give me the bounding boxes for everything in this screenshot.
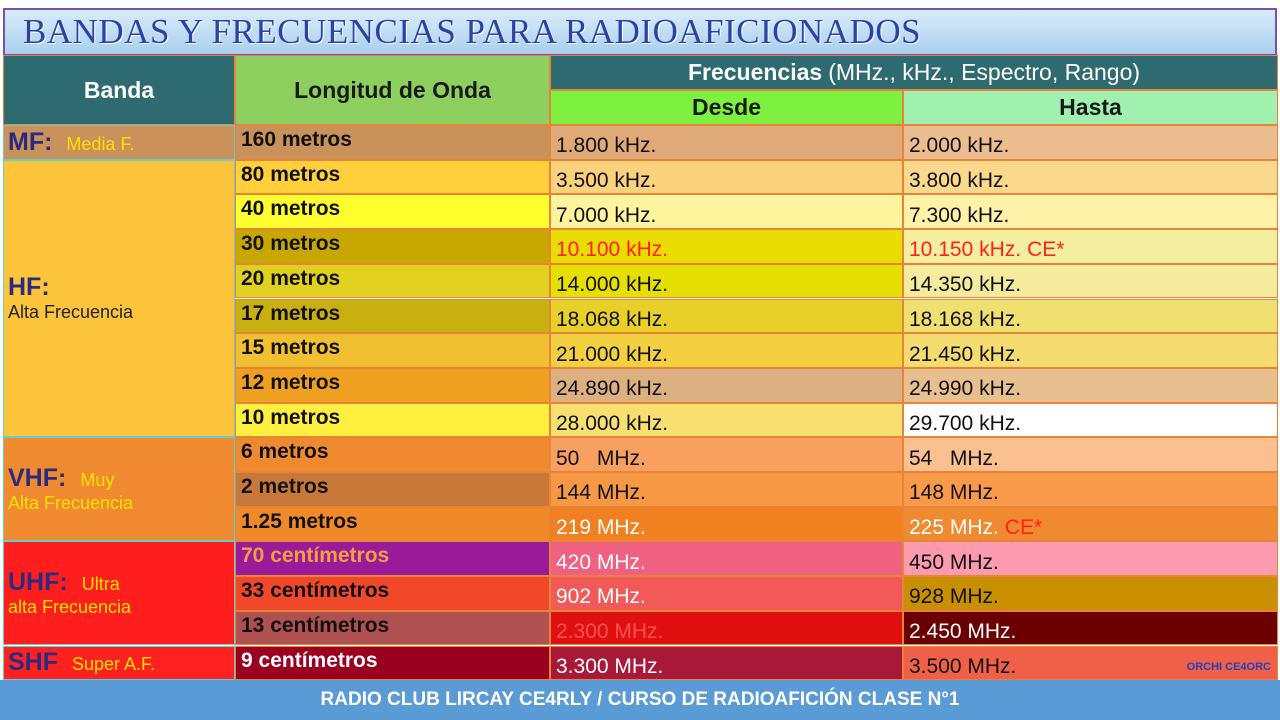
desde-cell: 2.300 MHz. — [550, 610, 903, 646]
hasta-cell: 10.150 kHz. CE* — [903, 229, 1278, 264]
hasta-cell: 148 MHz. — [903, 472, 1278, 507]
band-cell: SHF Super A.F. — [3, 645, 235, 681]
header-frecuencias: Frecuencias (MHz., kHz., Espectro, Rango) — [550, 55, 1278, 90]
hasta-cell: 2.000 kHz. — [903, 125, 1278, 160]
band-line: MF: Media F. — [8, 128, 134, 157]
title: BANDAS Y FRECUENCIAS PARA RADIOAFICIONAD… — [3, 8, 1277, 56]
longitud-cell: 33 centímetros — [235, 576, 550, 611]
desde-cell: 3.300 MHz. — [550, 645, 903, 681]
longitud-cell: 12 metros — [235, 367, 550, 403]
hasta-value: 14.350 kHz. — [909, 273, 1022, 297]
hasta-value: 54 MHz. — [909, 446, 999, 470]
band-inline: Muy — [80, 470, 115, 491]
band-below: Alta Frecuencia — [8, 493, 134, 514]
hasta-value: 21.450 kHz. — [909, 342, 1022, 366]
longitud-cell: 17 metros — [235, 298, 550, 334]
hasta-value: 928 MHz. — [909, 585, 999, 609]
hasta-cell: 928 MHz. — [903, 576, 1278, 611]
desde-cell: 7.000 kHz. — [550, 194, 903, 230]
band-cell: VHF: Muy Alta Frecuencia — [3, 437, 235, 542]
longitud-cell: 20 metros — [235, 263, 550, 299]
header-desde: Desde — [550, 90, 903, 125]
desde-cell: 420 MHz. — [550, 541, 903, 577]
hasta-value: 450 MHz. — [909, 550, 999, 574]
hasta-note: CE* — [1027, 238, 1065, 262]
band-code: HF: — [8, 273, 50, 302]
band-code: UHF: — [8, 568, 68, 597]
hasta-value: 29.700 kHz. — [909, 411, 1022, 435]
hasta-cell: 18.168 kHz. — [903, 298, 1278, 334]
desde-cell: 24.890 kHz. — [550, 367, 903, 403]
longitud-cell: 6 metros — [235, 437, 550, 472]
band-cell: UHF: Ultra alta Frecuencia — [3, 541, 235, 646]
header-longitud: Longitud de Onda — [235, 55, 550, 125]
desde-cell: 10.100 kHz. — [550, 229, 903, 264]
longitud-cell: 15 metros — [235, 333, 550, 368]
band-line: HF: — [8, 273, 50, 302]
band-code: VHF: — [8, 464, 67, 493]
hasta-value: 24.990 kHz. — [909, 377, 1022, 401]
longitud-cell: 1.25 metros — [235, 506, 550, 542]
longitud-cell: 30 metros — [235, 229, 550, 264]
band-inline: Super A.F. — [72, 654, 156, 675]
band-inline: Media F. — [66, 133, 135, 154]
longitud-cell: 80 metros — [235, 159, 550, 195]
hasta-cell: 450 MHz. — [903, 541, 1278, 577]
hasta-value: 148 MHz. — [909, 481, 999, 505]
hasta-cell: 14.350 kHz. — [903, 263, 1278, 299]
band-code: MF: — [8, 127, 53, 156]
band-cell: HF: Alta Frecuencia — [3, 159, 235, 438]
hasta-cell: 29.700 kHz. — [903, 402, 1278, 438]
hasta-cell: 24.990 kHz. — [903, 367, 1278, 403]
hasta-value: 7.300 kHz. — [909, 203, 1010, 227]
hasta-value: 3.500 MHz. — [909, 654, 1017, 678]
band-code: SHF — [8, 648, 58, 677]
desde-cell: 21.000 kHz. — [550, 333, 903, 368]
band-below: alta Frecuencia — [8, 597, 132, 618]
desde-cell: 3.500 kHz. — [550, 159, 903, 195]
band-line: VHF: Muy — [8, 464, 114, 493]
longitud-cell: 10 metros — [235, 402, 550, 438]
hasta-value: 10.150 kHz. — [909, 238, 1022, 262]
band-inline: Ultra — [81, 574, 120, 595]
hasta-cell: 3.800 kHz. — [903, 159, 1278, 195]
header-hasta: Hasta — [903, 90, 1278, 125]
hasta-value: 225 MHz. — [909, 516, 999, 540]
desde-cell: 50 MHz. — [550, 437, 903, 472]
band-below: Alta Frecuencia — [8, 302, 134, 323]
hasta-cell: 21.450 kHz. — [903, 333, 1278, 368]
credit: ORCHI CE4ORC — [1186, 660, 1271, 673]
desde-cell: 14.000 kHz. — [550, 263, 903, 299]
header-banda: Banda — [3, 55, 235, 125]
hasta-cell: 3.500 MHz. ORCHI CE4ORC — [903, 645, 1278, 681]
band-line: UHF: Ultra — [8, 568, 120, 597]
longitud-cell: 40 metros — [235, 194, 550, 230]
longitud-cell: 160 metros — [235, 125, 550, 160]
hasta-value: 3.800 kHz. — [909, 169, 1010, 193]
hasta-cell: 7.300 kHz. — [903, 194, 1278, 230]
longitud-cell: 9 centímetros — [235, 645, 550, 681]
footer: RADIO CLUB LIRCAY CE4RLY / CURSO DE RADI… — [0, 680, 1280, 720]
hasta-value: 2.450 MHz. — [909, 620, 1017, 644]
desde-cell: 902 MHz. — [550, 576, 903, 611]
desde-cell: 144 MHz. — [550, 472, 903, 507]
band-cell: MF: Media F. — [3, 125, 235, 160]
hasta-cell: 2.450 MHz. — [903, 610, 1278, 646]
hasta-cell: 225 MHz. CE* — [903, 506, 1278, 542]
longitud-cell: 13 centímetros — [235, 610, 550, 646]
desde-cell: 1.800 kHz. — [550, 125, 903, 160]
longitud-cell: 70 centímetros — [235, 541, 550, 577]
header-frecuencias-units: (MHz., kHz., Espectro, Rango) — [828, 59, 1141, 85]
desde-cell: 18.068 kHz. — [550, 298, 903, 334]
band-line: SHF Super A.F. — [8, 648, 155, 677]
desde-cell: 219 MHz. — [550, 506, 903, 542]
header-frecuencias-label: Frecuencias — [687, 59, 823, 85]
desde-cell: 28.000 kHz. — [550, 402, 903, 438]
hasta-value: 18.168 kHz. — [909, 307, 1022, 331]
hasta-cell: 54 MHz. — [903, 437, 1278, 472]
longitud-cell: 2 metros — [235, 472, 550, 507]
hasta-value: 2.000 kHz. — [909, 134, 1010, 158]
hasta-note: CE* — [1004, 516, 1043, 540]
